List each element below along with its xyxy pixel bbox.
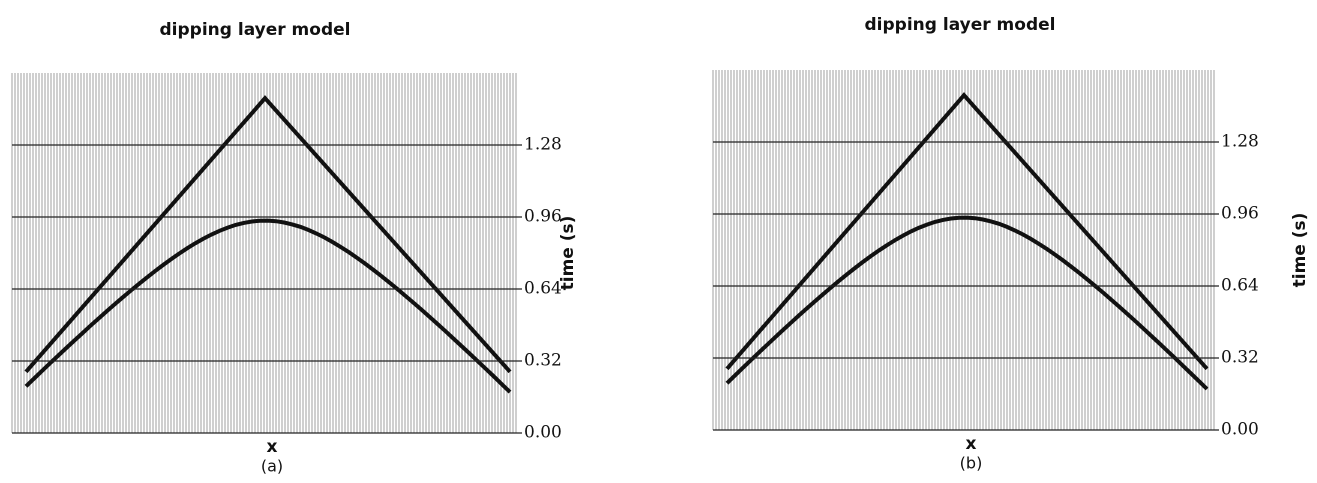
y-tick-label: 0.00 [1221,420,1259,440]
x-axis-label: x [267,437,278,457]
direct-event [24,95,512,374]
direct-event [725,92,1209,371]
y-tick-label: 0.32 [1221,348,1259,368]
caption: (b) [960,454,983,473]
x-axis-label: x [966,434,977,454]
y-tick-label: 0.00 [524,423,562,443]
y-tick-label: 1.28 [524,135,562,155]
reflection-event [725,215,1209,391]
chart-title: dipping layer model [160,20,351,40]
plot-area [12,73,518,433]
y-tick-label: 0.96 [1221,204,1259,224]
reflection-event [24,218,512,394]
y-tick-label: 0.96 [524,207,562,227]
y-tick-label: 1.28 [1221,132,1259,152]
caption: (a) [261,457,283,476]
y-axis-label: time (s) [558,216,578,291]
y-axis-label: time (s) [1290,213,1310,288]
y-tick-label: 0.64 [524,279,562,299]
y-tick-label: 0.32 [524,351,562,371]
y-tick-label: 0.64 [1221,276,1259,296]
chart-title: dipping layer model [865,15,1056,35]
